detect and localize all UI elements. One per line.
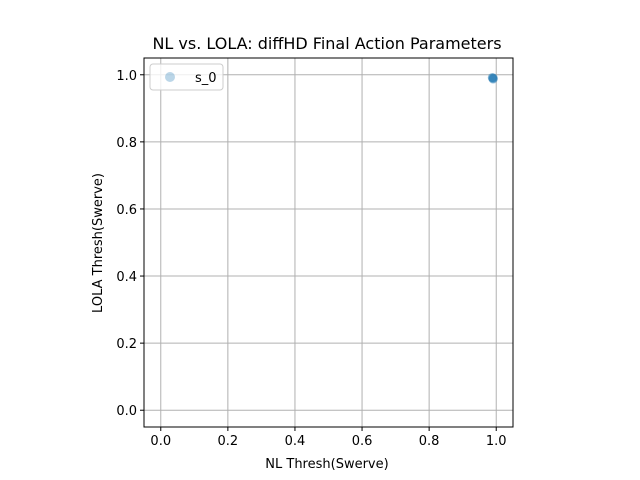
y-axis-label: LOLA Thresh(Swerve)	[91, 173, 106, 313]
x-tick-label-0: 0.0	[150, 434, 171, 449]
scatter-point-0-1	[488, 74, 498, 84]
chart-title: NL vs. LOLA: diffHD Final Action Paramet…	[152, 34, 501, 53]
x-tick-label-4: 0.8	[419, 434, 440, 449]
scatter-point-0-2	[489, 73, 499, 83]
plot-area: 0.0 0.2 0.4 0.6 0.8 1.0 0.0 0.2 0.4 0.6 0.8 1.0	[116, 57, 514, 449]
x-tick-label-2: 0.4	[285, 434, 306, 449]
legend-marker-s_0	[165, 72, 175, 82]
x-tick-label-3: 0.6	[352, 434, 373, 449]
x-axis-label: NL Thresh(Swerve)	[265, 457, 388, 472]
x-tick-label-1: 0.2	[218, 434, 239, 449]
x-tick-label-5: 1.0	[486, 434, 507, 449]
scatter-point-0-5	[488, 73, 498, 83]
scatter-points	[487, 72, 499, 84]
scatter-point-0-3	[487, 72, 497, 82]
axis-ticks: 0.0 0.2 0.4 0.6 0.8 1.0 0.0 0.2 0.4 0.6 0.8 1.0	[116, 69, 506, 449]
legend: s_0	[149, 63, 224, 91]
legend-label-s_0: s_0	[195, 71, 217, 86]
y-tick-label-0: 0.0	[116, 404, 137, 419]
scatter-point-0-0	[488, 73, 498, 83]
plot-frame	[143, 57, 514, 428]
y-tick-label-2: 0.4	[116, 270, 137, 285]
y-tick-label-5: 1.0	[116, 69, 137, 84]
y-tick-label-3: 0.6	[116, 203, 137, 218]
scatter-point-0-4	[488, 74, 498, 84]
legend-box	[149, 63, 224, 91]
y-tick-label-4: 0.8	[116, 136, 137, 151]
plot-background	[144, 58, 513, 427]
grid	[144, 58, 513, 427]
y-tick-label-1: 0.2	[116, 337, 137, 352]
